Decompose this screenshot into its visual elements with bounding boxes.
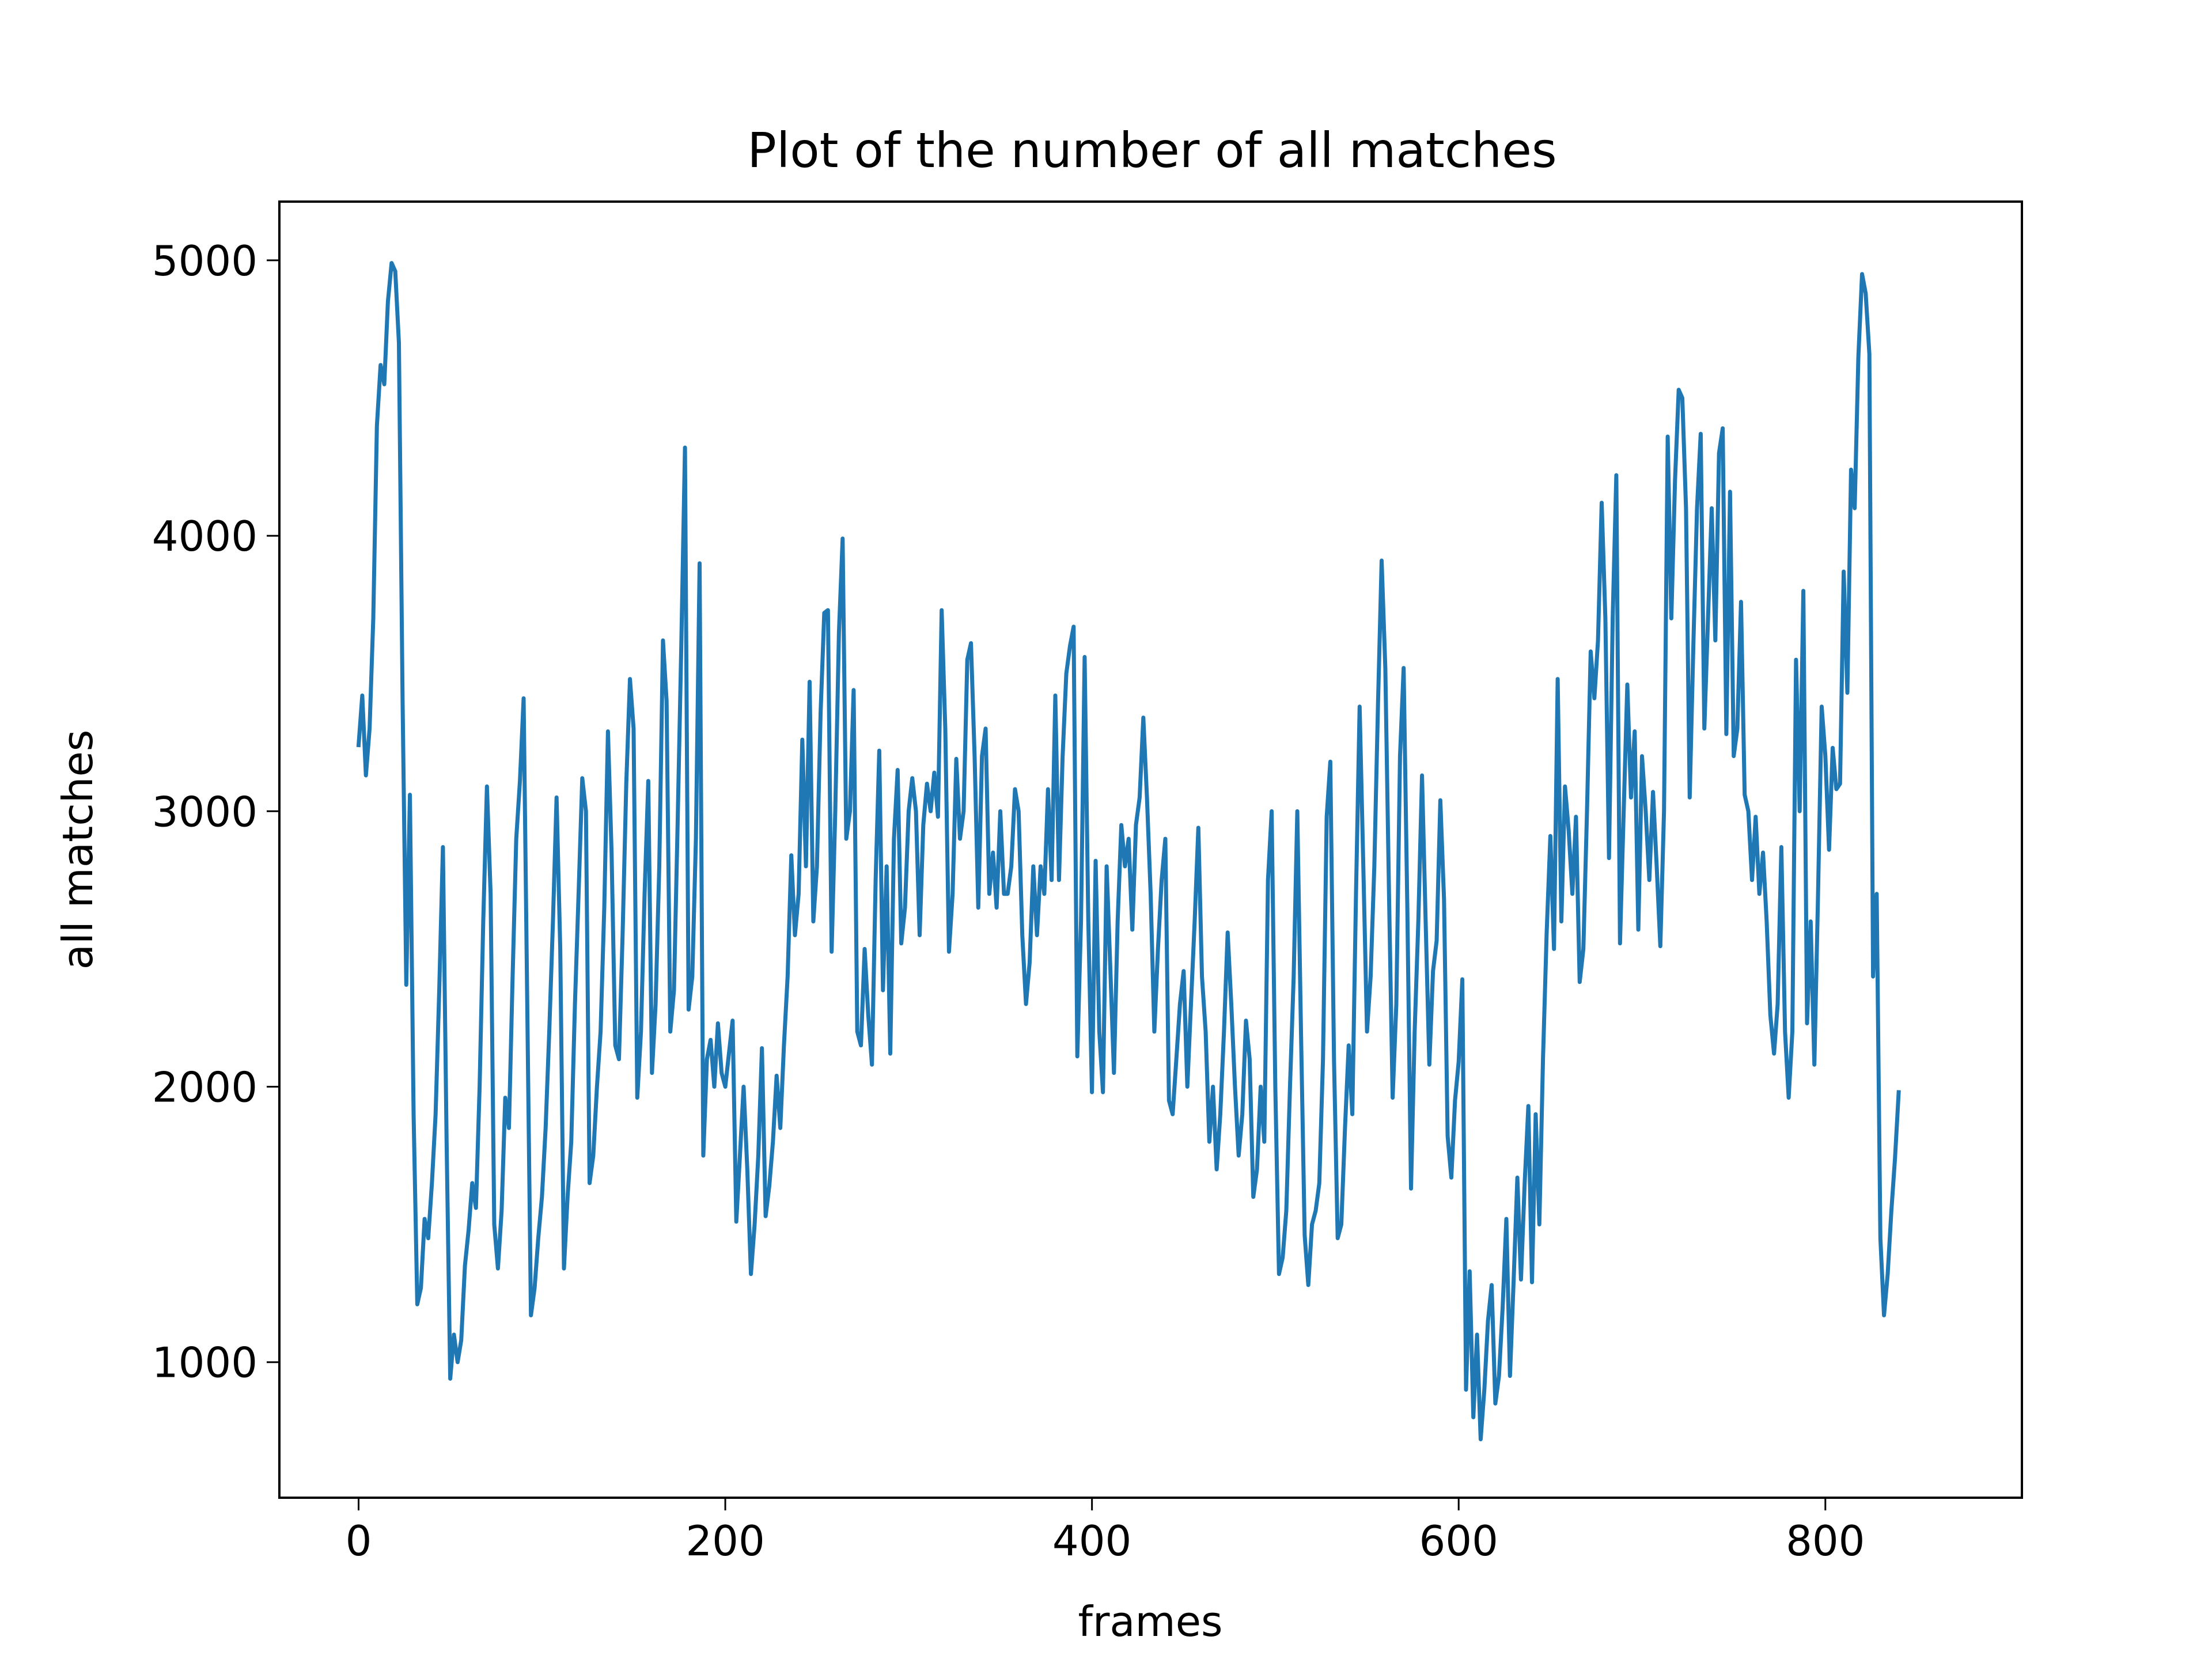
x-axis-label: frames	[1078, 1597, 1222, 1646]
y-tick-label: 2000	[152, 1063, 257, 1112]
plot-area	[356, 261, 1901, 1442]
x-tick-label: 600	[1419, 1517, 1498, 1565]
y-axis: 1000 2000 3000 4000 5000	[152, 237, 279, 1387]
chart-title: Plot of the number of all matches	[747, 122, 1556, 179]
y-tick-label: 1000	[152, 1339, 257, 1387]
axes-frame	[278, 200, 2023, 1499]
x-tick-label: 0	[346, 1517, 372, 1565]
x-tick-label: 400	[1052, 1517, 1131, 1565]
x-axis: 0 200 400 600 800	[346, 1498, 1865, 1565]
series-line	[356, 261, 1901, 1442]
y-tick-label: 3000	[152, 787, 257, 836]
y-axis-label: all matches	[54, 730, 102, 970]
x-tick-label: 800	[1786, 1517, 1865, 1565]
y-tick-label: 5000	[152, 237, 257, 285]
x-tick-label: 200	[685, 1517, 764, 1565]
y-tick-label: 4000	[152, 512, 257, 560]
